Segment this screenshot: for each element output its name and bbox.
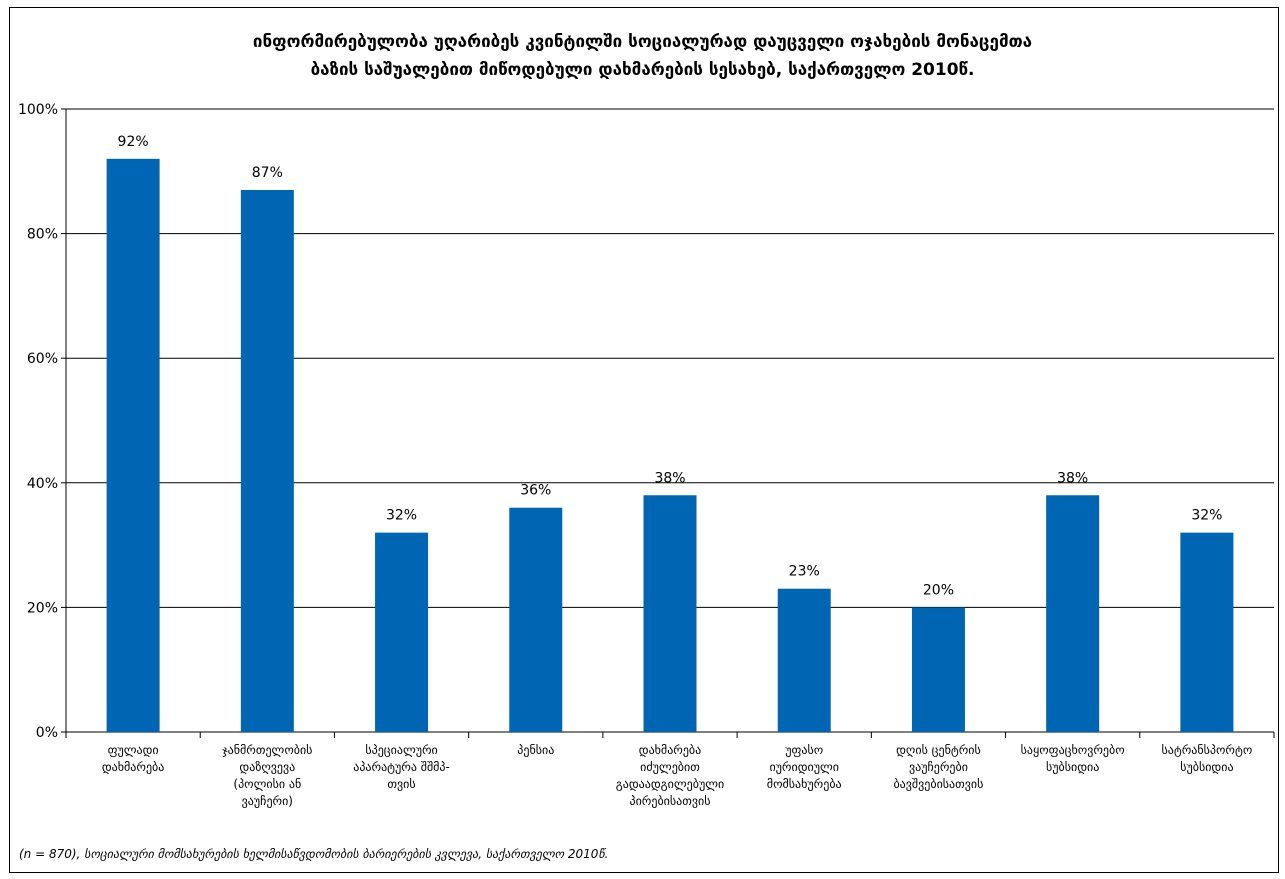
y-tick-label: 80%	[27, 227, 58, 243]
bar	[1180, 532, 1234, 732]
category-label: საყოფაცხოვრებო	[1021, 743, 1125, 757]
category-label: ფულადი	[108, 743, 159, 757]
y-tick-label: 20%	[27, 600, 58, 616]
bar	[643, 495, 697, 732]
category-label: ვაუჩერები	[909, 760, 968, 774]
data-label: 38%	[654, 470, 685, 486]
category-label: დაზღვევა	[239, 760, 295, 774]
category-label: ბავშვებისათვის	[893, 777, 983, 791]
category-label: აპარატურა შშმპ-	[353, 760, 450, 774]
chart-title-line-1: ინფორმირებულობა უღარიბეს კვინტილში სოცია…	[252, 32, 1033, 52]
category-label: დღის ცენტრის	[896, 743, 981, 757]
data-label: 20%	[923, 582, 954, 598]
category-label: პენსია	[517, 743, 554, 757]
data-label: 38%	[1057, 470, 1088, 486]
chart-title-line-2: ბაზის საშუალებით მიწოდებული დახმარების ს…	[310, 60, 975, 80]
bar	[1046, 495, 1100, 732]
bar	[240, 189, 294, 733]
y-tick-label: 40%	[27, 476, 58, 492]
data-label: 36%	[520, 483, 551, 499]
y-tick-label: 0%	[36, 725, 58, 741]
data-label: 32%	[386, 508, 417, 524]
footnote: (n = 870), სოციალური მომსახურების ხელმის…	[19, 847, 609, 861]
category-label: უფასო	[785, 743, 823, 757]
category-label: სპეციალური	[365, 743, 437, 757]
bar	[106, 158, 160, 733]
y-tick-label: 60%	[27, 351, 58, 367]
category-label: სატრანსპორტო	[1162, 743, 1253, 757]
category-label: სუბსიდია	[1046, 760, 1099, 774]
category-label: დახმარება	[102, 760, 165, 774]
category-label: იურიდიული	[769, 760, 839, 774]
bar	[509, 507, 563, 732]
bar	[777, 588, 831, 732]
category-label: ჯანმრთელობის	[222, 743, 312, 757]
category-label: პირებისათვის	[630, 794, 711, 808]
bar	[911, 607, 965, 732]
category-label: ვაუჩერი)	[242, 794, 293, 808]
category-label: მომსახურება	[767, 777, 842, 791]
bar	[375, 532, 429, 732]
category-label: იძულებით	[640, 760, 700, 774]
y-tick-label: 100%	[18, 102, 58, 118]
category-label: სუბსიდია	[1180, 760, 1233, 774]
data-label: 23%	[789, 564, 820, 580]
data-label: 87%	[252, 165, 283, 181]
category-label: (პოლისი ან	[233, 777, 301, 791]
category-label: დახმარება	[639, 743, 702, 757]
category-label: თვის	[387, 777, 415, 791]
data-label: 32%	[1191, 508, 1222, 524]
data-label: 92%	[118, 134, 149, 150]
category-label: გადაადგილებული	[616, 777, 724, 791]
